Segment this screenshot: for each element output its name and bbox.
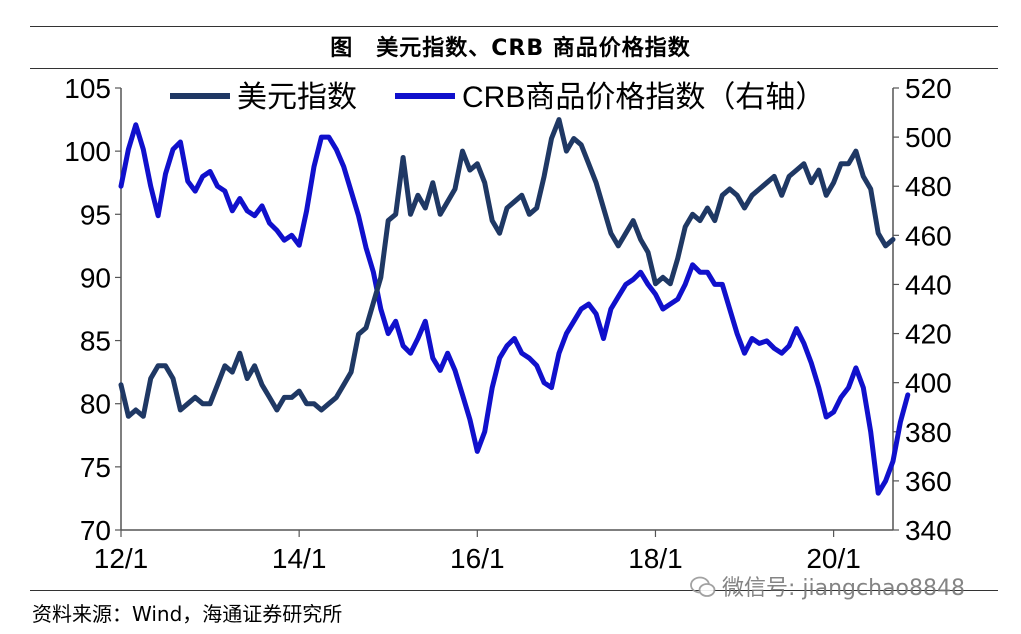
bottom-rule: [30, 590, 998, 591]
y-right-tick-label: 360: [905, 466, 952, 497]
wechat-icon: [690, 576, 716, 597]
y-right-tick-label: 440: [905, 269, 952, 300]
series-line-crb-index: [118, 122, 911, 496]
chart-title: 图 美元指数、CRB 商品价格指数: [330, 36, 691, 61]
y-right-tick-label: 460: [905, 220, 952, 251]
x-tick-label: 12/1: [94, 543, 149, 574]
watermark-text: 微信号: jiangchao8848: [722, 576, 965, 601]
watermark: 微信号: jiangchao8848: [690, 570, 965, 602]
y-left-tick-label: 70: [80, 515, 111, 546]
y-right-tick-label: 400: [905, 368, 952, 399]
y-left-tick-label: 80: [80, 389, 111, 420]
legend-label-usd: 美元指数: [237, 81, 357, 114]
y-right-tick-label: 480: [905, 171, 952, 202]
y-left-tick-label: 105: [64, 73, 111, 104]
y-left-tick-label: 100: [64, 136, 111, 167]
x-tick-label: 14/1: [272, 543, 327, 574]
x-tick-label: 18/1: [628, 543, 683, 574]
x-tick-label: 20/1: [806, 543, 861, 574]
y-right-tick-label: 500: [905, 122, 952, 153]
y-left-tick-label: 75: [80, 452, 111, 483]
title-rule: [30, 68, 998, 69]
y-left-tick-label: 95: [80, 199, 111, 230]
source-note: 资料来源：Wind，海通证券研究所: [32, 602, 343, 626]
y-right-tick-label: 420: [905, 319, 952, 350]
y-right-tick-label: 340: [905, 515, 952, 546]
series-line-usd-index: [118, 117, 896, 419]
y-right-tick-label: 520: [905, 73, 952, 104]
y-left-tick-label: 90: [80, 262, 111, 293]
y-right-tick-label: 380: [905, 417, 952, 448]
legend-label-crb: CRB商品价格指数（右轴）: [462, 81, 825, 114]
top-rule: [30, 26, 998, 27]
y-left-tick-label: 85: [80, 326, 111, 357]
x-tick-label: 16/1: [450, 543, 505, 574]
